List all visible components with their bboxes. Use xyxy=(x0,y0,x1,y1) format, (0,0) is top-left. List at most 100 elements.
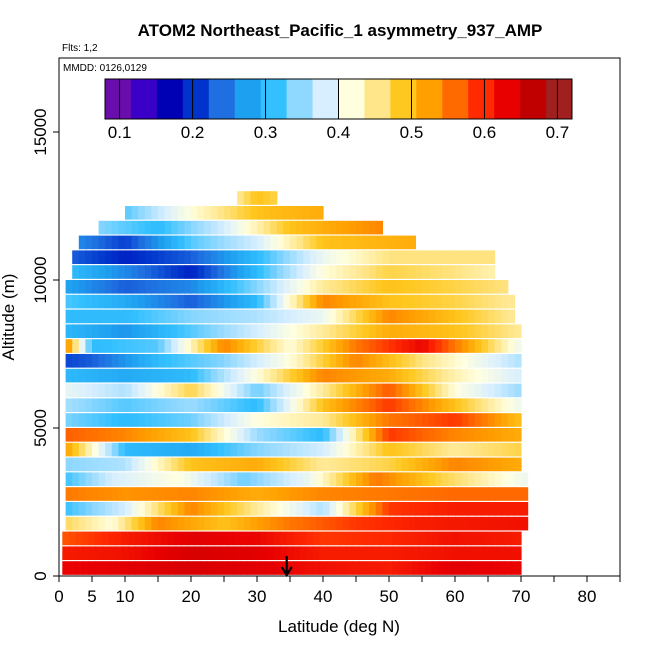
heatmap-cell xyxy=(408,516,416,531)
heatmap-cell xyxy=(332,546,341,561)
heatmap-cell xyxy=(243,428,251,442)
heatmap-cell xyxy=(362,294,370,309)
heatmap-cell xyxy=(389,265,397,279)
heatmap-cell xyxy=(356,487,364,501)
heatmap-cell xyxy=(362,502,370,516)
heatmap-cell xyxy=(191,383,199,398)
heatmap-cell xyxy=(316,309,324,324)
heatmap-cell xyxy=(415,265,423,279)
heatmap-cell xyxy=(461,280,469,294)
heatmap-cell xyxy=(191,472,199,487)
heatmap-cell xyxy=(276,206,284,220)
heatmap-cell xyxy=(455,280,463,294)
heatmap-cell xyxy=(68,531,77,546)
heatmap-cell xyxy=(243,206,251,220)
heatmap-cell xyxy=(151,487,159,501)
heatmap-cell xyxy=(501,472,509,487)
heatmap-cell xyxy=(356,235,364,250)
heatmap-cell xyxy=(372,561,380,575)
heatmap-cell xyxy=(243,502,251,516)
heatmap-cell xyxy=(283,428,291,442)
heatmap-cell xyxy=(349,294,357,309)
heatmap-cell xyxy=(151,339,159,353)
heatmap-cell xyxy=(299,561,308,575)
heatmap-cell xyxy=(455,309,463,324)
heatmap-cell xyxy=(395,457,403,472)
heatmap-cell xyxy=(451,546,459,561)
heatmap-cell xyxy=(494,280,502,294)
heatmap-cell xyxy=(230,428,238,442)
heatmap-cell xyxy=(481,339,489,353)
heatmap-cell xyxy=(408,383,416,398)
heatmap-cell xyxy=(111,398,119,413)
heatmap-cell xyxy=(428,413,436,427)
heatmap-cell xyxy=(253,531,261,546)
heatmap-cell xyxy=(237,502,245,516)
heatmap-cell xyxy=(362,280,370,294)
heatmap-cell xyxy=(290,383,298,398)
heatmap-cell xyxy=(356,472,364,487)
heatmap-cell xyxy=(72,383,80,398)
heatmap-cell xyxy=(494,309,502,324)
heatmap-cell xyxy=(382,265,390,279)
heatmap-cell xyxy=(448,413,456,427)
heatmap-cell xyxy=(455,339,463,353)
heatmap-cell xyxy=(210,294,218,309)
heatmap-cell xyxy=(342,324,350,339)
heatmap-cell xyxy=(375,280,383,294)
heatmap-cell xyxy=(468,502,476,516)
heatmap-cell xyxy=(369,265,377,279)
heatmap-cell xyxy=(181,561,189,575)
heatmap-cell xyxy=(257,354,265,368)
heatmap-cell xyxy=(78,398,86,413)
heatmap-cell xyxy=(131,265,139,279)
heatmap-cell xyxy=(455,472,463,487)
heatmap-cell xyxy=(422,265,430,279)
heatmap-cell xyxy=(481,309,489,324)
heatmap-cell xyxy=(158,413,166,427)
heatmap-cell xyxy=(405,546,413,561)
heatmap-cell xyxy=(230,309,238,324)
heatmap-cell xyxy=(263,383,271,398)
heatmap-cell xyxy=(171,368,179,383)
heatmap-cell xyxy=(118,294,126,309)
heatmap-cell xyxy=(270,206,278,220)
heatmap-cell xyxy=(65,294,73,309)
heatmap-cell xyxy=(92,309,100,324)
heatmap-cell xyxy=(356,280,364,294)
heatmap-cell xyxy=(468,428,476,442)
heatmap-cell xyxy=(85,398,93,413)
heatmap-cell xyxy=(303,398,311,413)
heatmap-cell xyxy=(415,324,423,339)
heatmap-cell xyxy=(115,561,123,575)
heatmap-cell xyxy=(171,354,179,368)
heatmap-cell xyxy=(356,413,364,427)
heatmap-cell xyxy=(138,324,146,339)
heatmap-cell xyxy=(375,413,383,427)
heatmap-cell xyxy=(323,413,331,427)
heatmap-cell xyxy=(362,516,370,531)
heatmap-cell xyxy=(138,428,146,442)
heatmap-cell xyxy=(494,487,502,501)
heatmap-cell xyxy=(98,309,106,324)
heatmap-cell xyxy=(296,472,304,487)
heatmap-cell xyxy=(428,339,436,353)
heatmap-cell xyxy=(296,309,304,324)
heatmap-cell xyxy=(402,428,410,442)
heatmap-cell xyxy=(224,324,232,339)
heatmap-cell xyxy=(392,546,400,561)
heatmap-cell xyxy=(204,368,212,383)
heatmap-cell xyxy=(356,339,364,353)
heatmap-cell xyxy=(141,561,149,575)
heatmap-cell xyxy=(323,294,331,309)
heatmap-cell xyxy=(177,220,185,235)
heatmap-cell xyxy=(217,516,225,531)
heatmap-cell xyxy=(349,383,357,398)
heatmap-cell xyxy=(171,250,179,265)
heatmap-cell xyxy=(382,235,390,250)
heatmap-cell xyxy=(125,487,133,501)
heatmap-cell xyxy=(243,487,251,501)
heatmap-cell xyxy=(309,457,317,472)
heatmap-cell xyxy=(125,516,133,531)
heatmap-cell xyxy=(468,487,476,501)
